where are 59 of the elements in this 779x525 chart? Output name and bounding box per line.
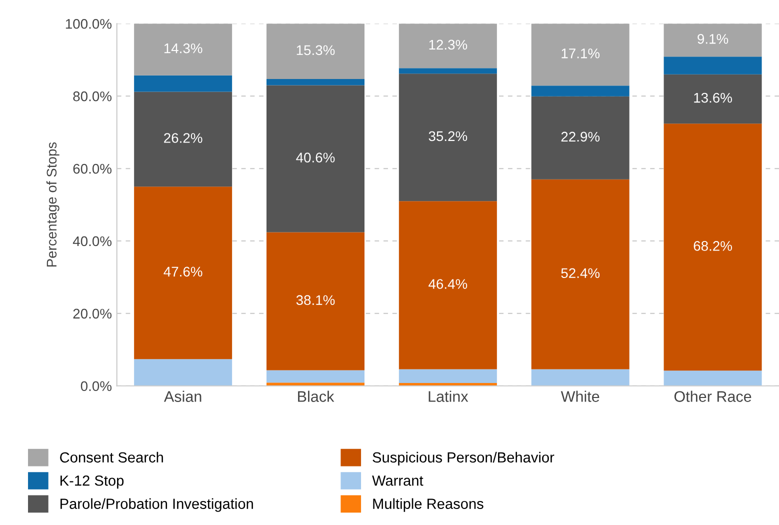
bar: [531, 24, 630, 86]
data-label: 26.2%: [164, 133, 202, 143]
x-tick-label: White: [560, 390, 600, 402]
bar: [398, 68, 497, 74]
x-tick-label: Asian: [164, 390, 202, 402]
bar: [531, 179, 630, 370]
data-label: 68.2%: [694, 241, 732, 251]
bar: [398, 201, 497, 370]
bar: [134, 75, 232, 92]
y-axis-title: Percentage of Stops: [46, 142, 60, 267]
data-label: 14.3%: [164, 43, 202, 54]
legend-label: Parole/Probation Investigation: [60, 498, 253, 512]
data-label: 38.1%: [296, 295, 335, 306]
legend-label: Warrant: [372, 476, 424, 486]
bar: [266, 24, 364, 80]
y-tick-label: 60.0%: [73, 164, 112, 174]
bar: [531, 96, 630, 180]
bar: [664, 370, 762, 386]
y-tick-label: 100.0%: [66, 18, 112, 29]
bar: [134, 24, 232, 76]
bar: [531, 369, 630, 386]
legend-label: Consent Search: [60, 452, 163, 463]
bar: [398, 24, 497, 68]
bar: [266, 370, 364, 383]
y-tick-label: 0.0%: [80, 381, 112, 392]
bar: [664, 74, 762, 124]
bar: [266, 85, 364, 232]
bar: [134, 359, 232, 386]
data-label: 13.6%: [694, 92, 732, 103]
data-label: 35.2%: [428, 131, 468, 142]
data-label: 52.4%: [561, 268, 600, 278]
data-label: 15.3%: [296, 45, 335, 56]
bar: [664, 56, 762, 74]
bar: [134, 186, 232, 360]
data-label: 17.1%: [562, 48, 600, 58]
y-tick-label: 80.0%: [73, 91, 112, 102]
x-tick-label: Black: [298, 390, 334, 402]
y-tick-label: 40.0%: [72, 236, 112, 246]
bar: [266, 79, 364, 86]
bar: [664, 124, 762, 371]
data-label: 46.4%: [428, 279, 468, 289]
legend-label: Multiple Reasons: [373, 498, 484, 512]
bar: [531, 86, 630, 96]
data-label: 47.6%: [164, 266, 202, 277]
bar: [398, 74, 497, 202]
x-tick-label: Other Race: [674, 390, 752, 402]
data-label: 9.1%: [698, 34, 728, 44]
legend-label: K-12 Stop: [60, 475, 124, 489]
data-label: 40.6%: [296, 152, 335, 162]
data-label: 22.9%: [561, 132, 600, 142]
y-tick-label: 20.0%: [73, 308, 112, 319]
bar: [266, 382, 364, 386]
bar: [398, 369, 497, 383]
bar: [266, 232, 364, 370]
bar: [664, 24, 762, 57]
legend-label: Suspicious Person/Behavior: [372, 452, 554, 466]
bar: [134, 92, 232, 187]
data-label: 12.3%: [429, 40, 468, 50]
x-tick-label: Latinx: [428, 390, 468, 402]
